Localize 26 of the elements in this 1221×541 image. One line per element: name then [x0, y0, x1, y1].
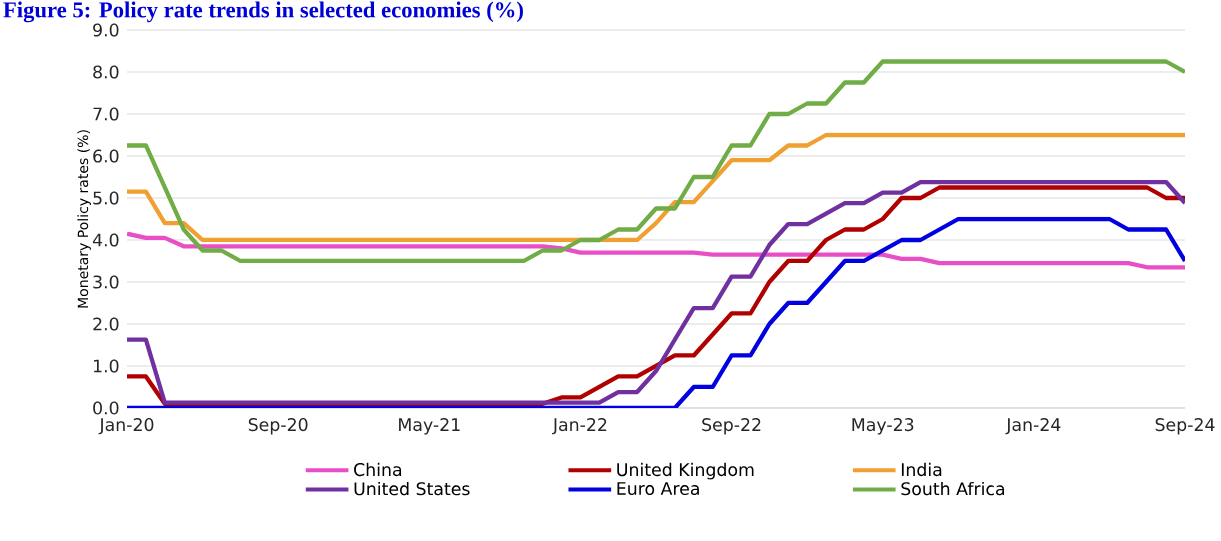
legend-label: India [901, 462, 942, 477]
legend-label: South Africa [901, 481, 1005, 496]
y-tick-label: 0.0 [93, 401, 119, 415]
y-tick-label: 3.0 [93, 275, 119, 289]
legend-label: Euro Area [617, 482, 699, 496]
x-tick-label: Jan-20 [98, 418, 154, 435]
y-tick-label: 6.0 [93, 149, 119, 163]
x-tick-label: Sep-20 [248, 418, 308, 435]
y-tick-label: 9.0 [93, 23, 119, 37]
y-tick-label: 2.0 [93, 317, 119, 331]
x-tick-label: May-21 [399, 418, 460, 435]
y-tick-label: 7.0 [93, 107, 119, 121]
x-tick-label: Jan-24 [1005, 418, 1061, 435]
x-tick-label: Sep-24 [1155, 418, 1215, 435]
x-tick-label: Jan-22 [552, 418, 607, 435]
y-tick-label: 8.0 [93, 65, 119, 79]
y-axis-title: Monetary Policy rates (%) [77, 130, 91, 308]
x-tick-label: Sep-22 [702, 418, 761, 435]
y-tick-label: 5.0 [93, 191, 119, 205]
chart-title: Figure 5: Policy rate trends in selected economies (%) [3, 1, 523, 23]
legend-label: United Kingdom [617, 462, 754, 480]
legend-label: United States [354, 481, 470, 496]
x-tick-label: May-23 [852, 418, 914, 435]
y-tick-label: 1.0 [93, 359, 119, 373]
y-tick-label: 4.0 [92, 233, 119, 247]
legend-label: China [354, 462, 402, 477]
